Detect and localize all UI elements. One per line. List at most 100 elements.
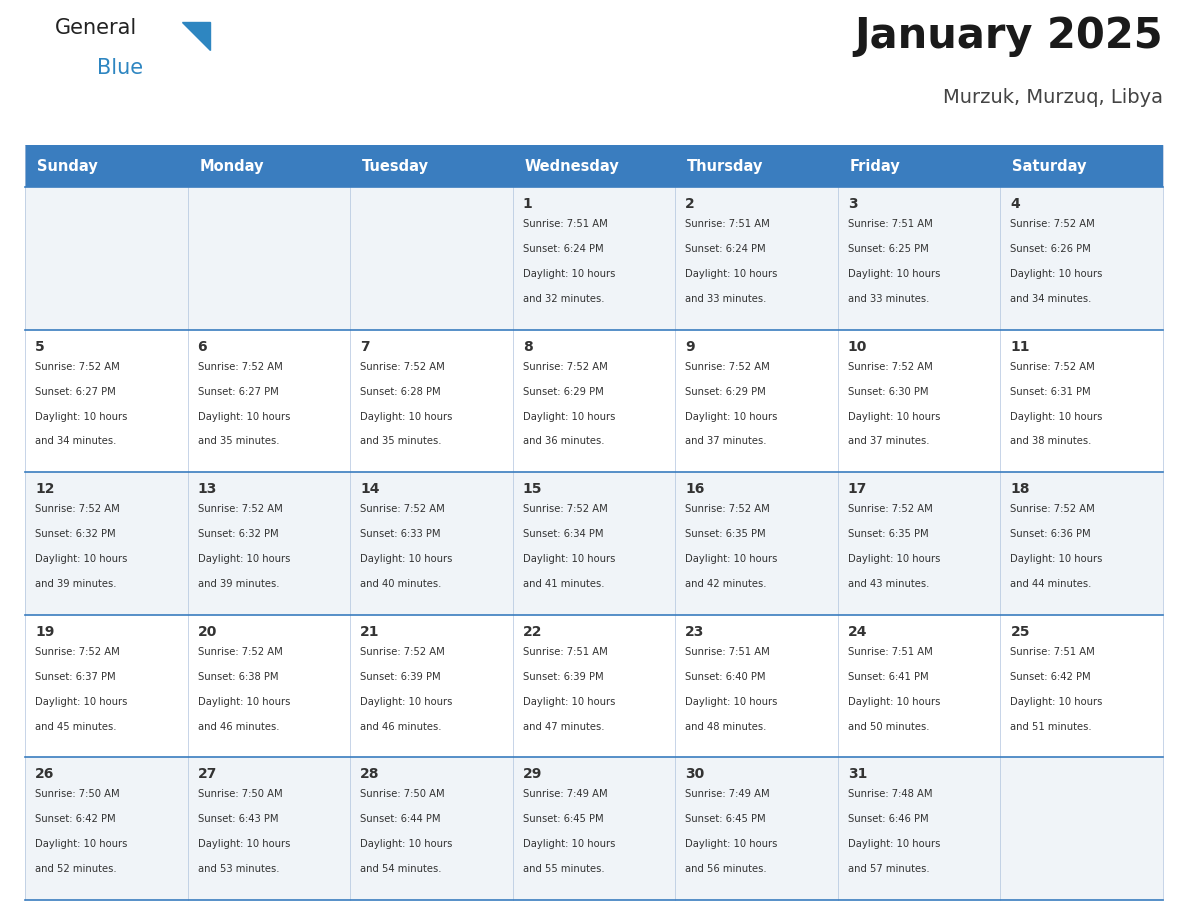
Text: Sunset: 6:24 PM: Sunset: 6:24 PM [685,244,766,254]
Text: Sunrise: 7:51 AM: Sunrise: 7:51 AM [685,647,770,656]
Text: Sunrise: 7:49 AM: Sunrise: 7:49 AM [685,789,770,800]
Text: 3: 3 [848,197,858,211]
Text: and 44 minutes.: and 44 minutes. [1011,579,1092,589]
Text: 25: 25 [1011,625,1030,639]
Text: 6: 6 [197,340,207,353]
Text: 10: 10 [848,340,867,353]
Text: Daylight: 10 hours: Daylight: 10 hours [34,697,127,707]
Text: Sunrise: 7:52 AM: Sunrise: 7:52 AM [34,504,120,514]
Text: and 34 minutes.: and 34 minutes. [1011,294,1092,304]
Text: and 45 minutes.: and 45 minutes. [34,722,116,732]
Text: Sunrise: 7:52 AM: Sunrise: 7:52 AM [360,504,444,514]
Text: and 54 minutes.: and 54 minutes. [360,864,442,874]
Text: Sunset: 6:39 PM: Sunset: 6:39 PM [360,672,441,682]
Text: Sunset: 6:27 PM: Sunset: 6:27 PM [34,386,115,397]
Text: Daylight: 10 hours: Daylight: 10 hours [523,269,615,279]
Text: Sunset: 6:43 PM: Sunset: 6:43 PM [197,814,278,824]
Text: 30: 30 [685,767,704,781]
Text: 16: 16 [685,482,704,497]
Text: and 41 minutes.: and 41 minutes. [523,579,605,589]
Text: Daylight: 10 hours: Daylight: 10 hours [523,554,615,564]
Text: Daylight: 10 hours: Daylight: 10 hours [1011,411,1102,421]
Bar [25,472,1163,615]
Text: Sunset: 6:35 PM: Sunset: 6:35 PM [685,529,766,539]
Text: Sunrise: 7:51 AM: Sunrise: 7:51 AM [523,647,607,656]
Text: 26: 26 [34,767,55,781]
Text: Tuesday: Tuesday [362,159,429,174]
Text: Friday: Friday [849,159,901,174]
Bar [25,757,1163,900]
Text: Daylight: 10 hours: Daylight: 10 hours [197,411,290,421]
Text: Sunset: 6:42 PM: Sunset: 6:42 PM [34,814,115,824]
Text: Sunset: 6:26 PM: Sunset: 6:26 PM [1011,244,1092,254]
Text: Sunset: 6:37 PM: Sunset: 6:37 PM [34,672,115,682]
Text: Sunset: 6:27 PM: Sunset: 6:27 PM [197,386,278,397]
Text: Sunrise: 7:52 AM: Sunrise: 7:52 AM [848,362,933,372]
Text: Sunset: 6:24 PM: Sunset: 6:24 PM [523,244,604,254]
Text: 31: 31 [848,767,867,781]
Text: and 35 minutes.: and 35 minutes. [197,436,279,446]
Text: Sunrise: 7:52 AM: Sunrise: 7:52 AM [34,362,120,372]
Text: Sunrise: 7:52 AM: Sunrise: 7:52 AM [523,362,607,372]
Text: Sunrise: 7:48 AM: Sunrise: 7:48 AM [848,789,933,800]
Text: Sunrise: 7:52 AM: Sunrise: 7:52 AM [685,362,770,372]
Text: and 39 minutes.: and 39 minutes. [197,579,279,589]
Text: Daylight: 10 hours: Daylight: 10 hours [685,269,778,279]
Text: Sunset: 6:39 PM: Sunset: 6:39 PM [523,672,604,682]
Text: Daylight: 10 hours: Daylight: 10 hours [1011,269,1102,279]
Text: Daylight: 10 hours: Daylight: 10 hours [685,839,778,849]
Text: Sunset: 6:25 PM: Sunset: 6:25 PM [848,244,929,254]
Text: and 57 minutes.: and 57 minutes. [848,864,929,874]
Text: Daylight: 10 hours: Daylight: 10 hours [523,839,615,849]
Text: Sunrise: 7:52 AM: Sunrise: 7:52 AM [34,647,120,656]
Text: 27: 27 [197,767,217,781]
Text: and 48 minutes.: and 48 minutes. [685,722,766,732]
Text: Sunrise: 7:52 AM: Sunrise: 7:52 AM [197,362,283,372]
Text: Sunset: 6:29 PM: Sunset: 6:29 PM [523,386,604,397]
Text: Daylight: 10 hours: Daylight: 10 hours [197,839,290,849]
Text: 17: 17 [848,482,867,497]
Text: and 43 minutes.: and 43 minutes. [848,579,929,589]
Text: Thursday: Thursday [688,159,764,174]
Text: 21: 21 [360,625,380,639]
Text: and 46 minutes.: and 46 minutes. [197,722,279,732]
Text: 13: 13 [197,482,217,497]
Text: Sunrise: 7:51 AM: Sunrise: 7:51 AM [848,219,933,229]
Text: Sunset: 6:29 PM: Sunset: 6:29 PM [685,386,766,397]
Text: Sunrise: 7:52 AM: Sunrise: 7:52 AM [1011,504,1095,514]
Text: 15: 15 [523,482,542,497]
Text: Sunrise: 7:52 AM: Sunrise: 7:52 AM [360,362,444,372]
Text: and 35 minutes.: and 35 minutes. [360,436,442,446]
Text: Sunset: 6:40 PM: Sunset: 6:40 PM [685,672,766,682]
Text: Sunset: 6:30 PM: Sunset: 6:30 PM [848,386,928,397]
Text: and 34 minutes.: and 34 minutes. [34,436,116,446]
Text: 5: 5 [34,340,45,353]
Text: Daylight: 10 hours: Daylight: 10 hours [34,554,127,564]
Text: Sunday: Sunday [37,159,97,174]
Text: Sunrise: 7:51 AM: Sunrise: 7:51 AM [848,647,933,656]
Text: and 40 minutes.: and 40 minutes. [360,579,442,589]
Text: 28: 28 [360,767,380,781]
Text: 12: 12 [34,482,55,497]
Text: 8: 8 [523,340,532,353]
Text: Sunset: 6:32 PM: Sunset: 6:32 PM [34,529,115,539]
Bar [25,615,1163,757]
Text: Daylight: 10 hours: Daylight: 10 hours [360,554,453,564]
Text: Saturday: Saturday [1012,159,1087,174]
Text: Sunrise: 7:52 AM: Sunrise: 7:52 AM [360,647,444,656]
Text: Daylight: 10 hours: Daylight: 10 hours [848,411,940,421]
Text: Daylight: 10 hours: Daylight: 10 hours [34,411,127,421]
Text: Sunset: 6:41 PM: Sunset: 6:41 PM [848,672,929,682]
Text: 20: 20 [197,625,217,639]
Text: Sunset: 6:35 PM: Sunset: 6:35 PM [848,529,929,539]
Text: Sunrise: 7:52 AM: Sunrise: 7:52 AM [197,504,283,514]
Text: 7: 7 [360,340,369,353]
Text: and 50 minutes.: and 50 minutes. [848,722,929,732]
Polygon shape [182,22,210,50]
Text: Sunrise: 7:50 AM: Sunrise: 7:50 AM [197,789,283,800]
Text: Daylight: 10 hours: Daylight: 10 hours [34,839,127,849]
Text: and 47 minutes.: and 47 minutes. [523,722,605,732]
Text: Sunrise: 7:52 AM: Sunrise: 7:52 AM [1011,219,1095,229]
Text: Sunrise: 7:51 AM: Sunrise: 7:51 AM [685,219,770,229]
Text: Sunrise: 7:50 AM: Sunrise: 7:50 AM [34,789,120,800]
